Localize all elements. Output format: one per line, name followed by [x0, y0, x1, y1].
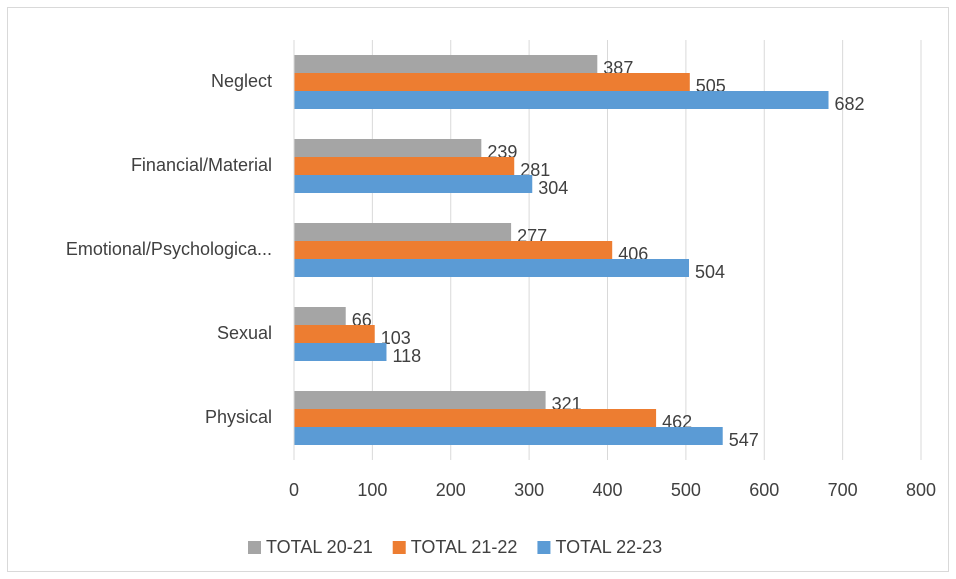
- data-label: 66: [352, 310, 372, 330]
- bar: [294, 427, 723, 445]
- x-tick-label: 600: [749, 480, 779, 500]
- y-tick-label: Neglect: [211, 71, 272, 91]
- bar: [294, 307, 346, 325]
- data-label: 103: [381, 328, 411, 348]
- x-tick-label: 500: [671, 480, 701, 500]
- x-tick-label: 0: [289, 480, 299, 500]
- bar: [294, 391, 546, 409]
- data-label: 239: [487, 142, 517, 162]
- legend-label: TOTAL 20-21: [266, 537, 373, 557]
- bar: [294, 139, 482, 157]
- y-tick-label: Emotional/Psychologica...: [66, 239, 272, 259]
- bar: [294, 223, 512, 241]
- data-label: 387: [603, 58, 633, 78]
- x-tick-label: 800: [906, 480, 936, 500]
- x-tick-label: 200: [436, 480, 466, 500]
- y-tick-label: Physical: [205, 407, 272, 427]
- data-label: 281: [520, 160, 550, 180]
- bar: [294, 241, 613, 259]
- bar: [294, 73, 690, 91]
- data-label: 321: [552, 394, 582, 414]
- data-label: 304: [538, 178, 568, 198]
- legend-swatch: [392, 541, 406, 554]
- data-label: 406: [618, 244, 648, 264]
- bar: [294, 343, 387, 361]
- x-tick-label: 300: [514, 480, 544, 500]
- bar: [294, 175, 533, 193]
- y-tick-label: Financial/Material: [131, 155, 272, 175]
- bar: [294, 157, 515, 175]
- legend-swatch: [537, 541, 551, 554]
- legend-swatch: [248, 541, 261, 554]
- data-label: 118: [392, 346, 421, 366]
- bar: [294, 55, 598, 73]
- y-tick-label: Sexual: [217, 323, 272, 343]
- data-label: 682: [835, 94, 865, 114]
- data-label: 277: [517, 226, 547, 246]
- bar: [294, 325, 375, 343]
- legend-label: TOTAL 22-23: [555, 537, 662, 557]
- data-label: 504: [695, 262, 725, 282]
- x-tick-label: 100: [357, 480, 387, 500]
- x-tick-label: 700: [828, 480, 858, 500]
- data-label: 505: [696, 76, 726, 96]
- data-label: 462: [662, 412, 692, 432]
- data-label: 547: [729, 430, 759, 450]
- bar: [294, 91, 829, 109]
- legend-label: TOTAL 21-22: [411, 537, 518, 557]
- bar: [294, 259, 690, 277]
- x-tick-label: 400: [592, 480, 622, 500]
- bar: [294, 409, 657, 427]
